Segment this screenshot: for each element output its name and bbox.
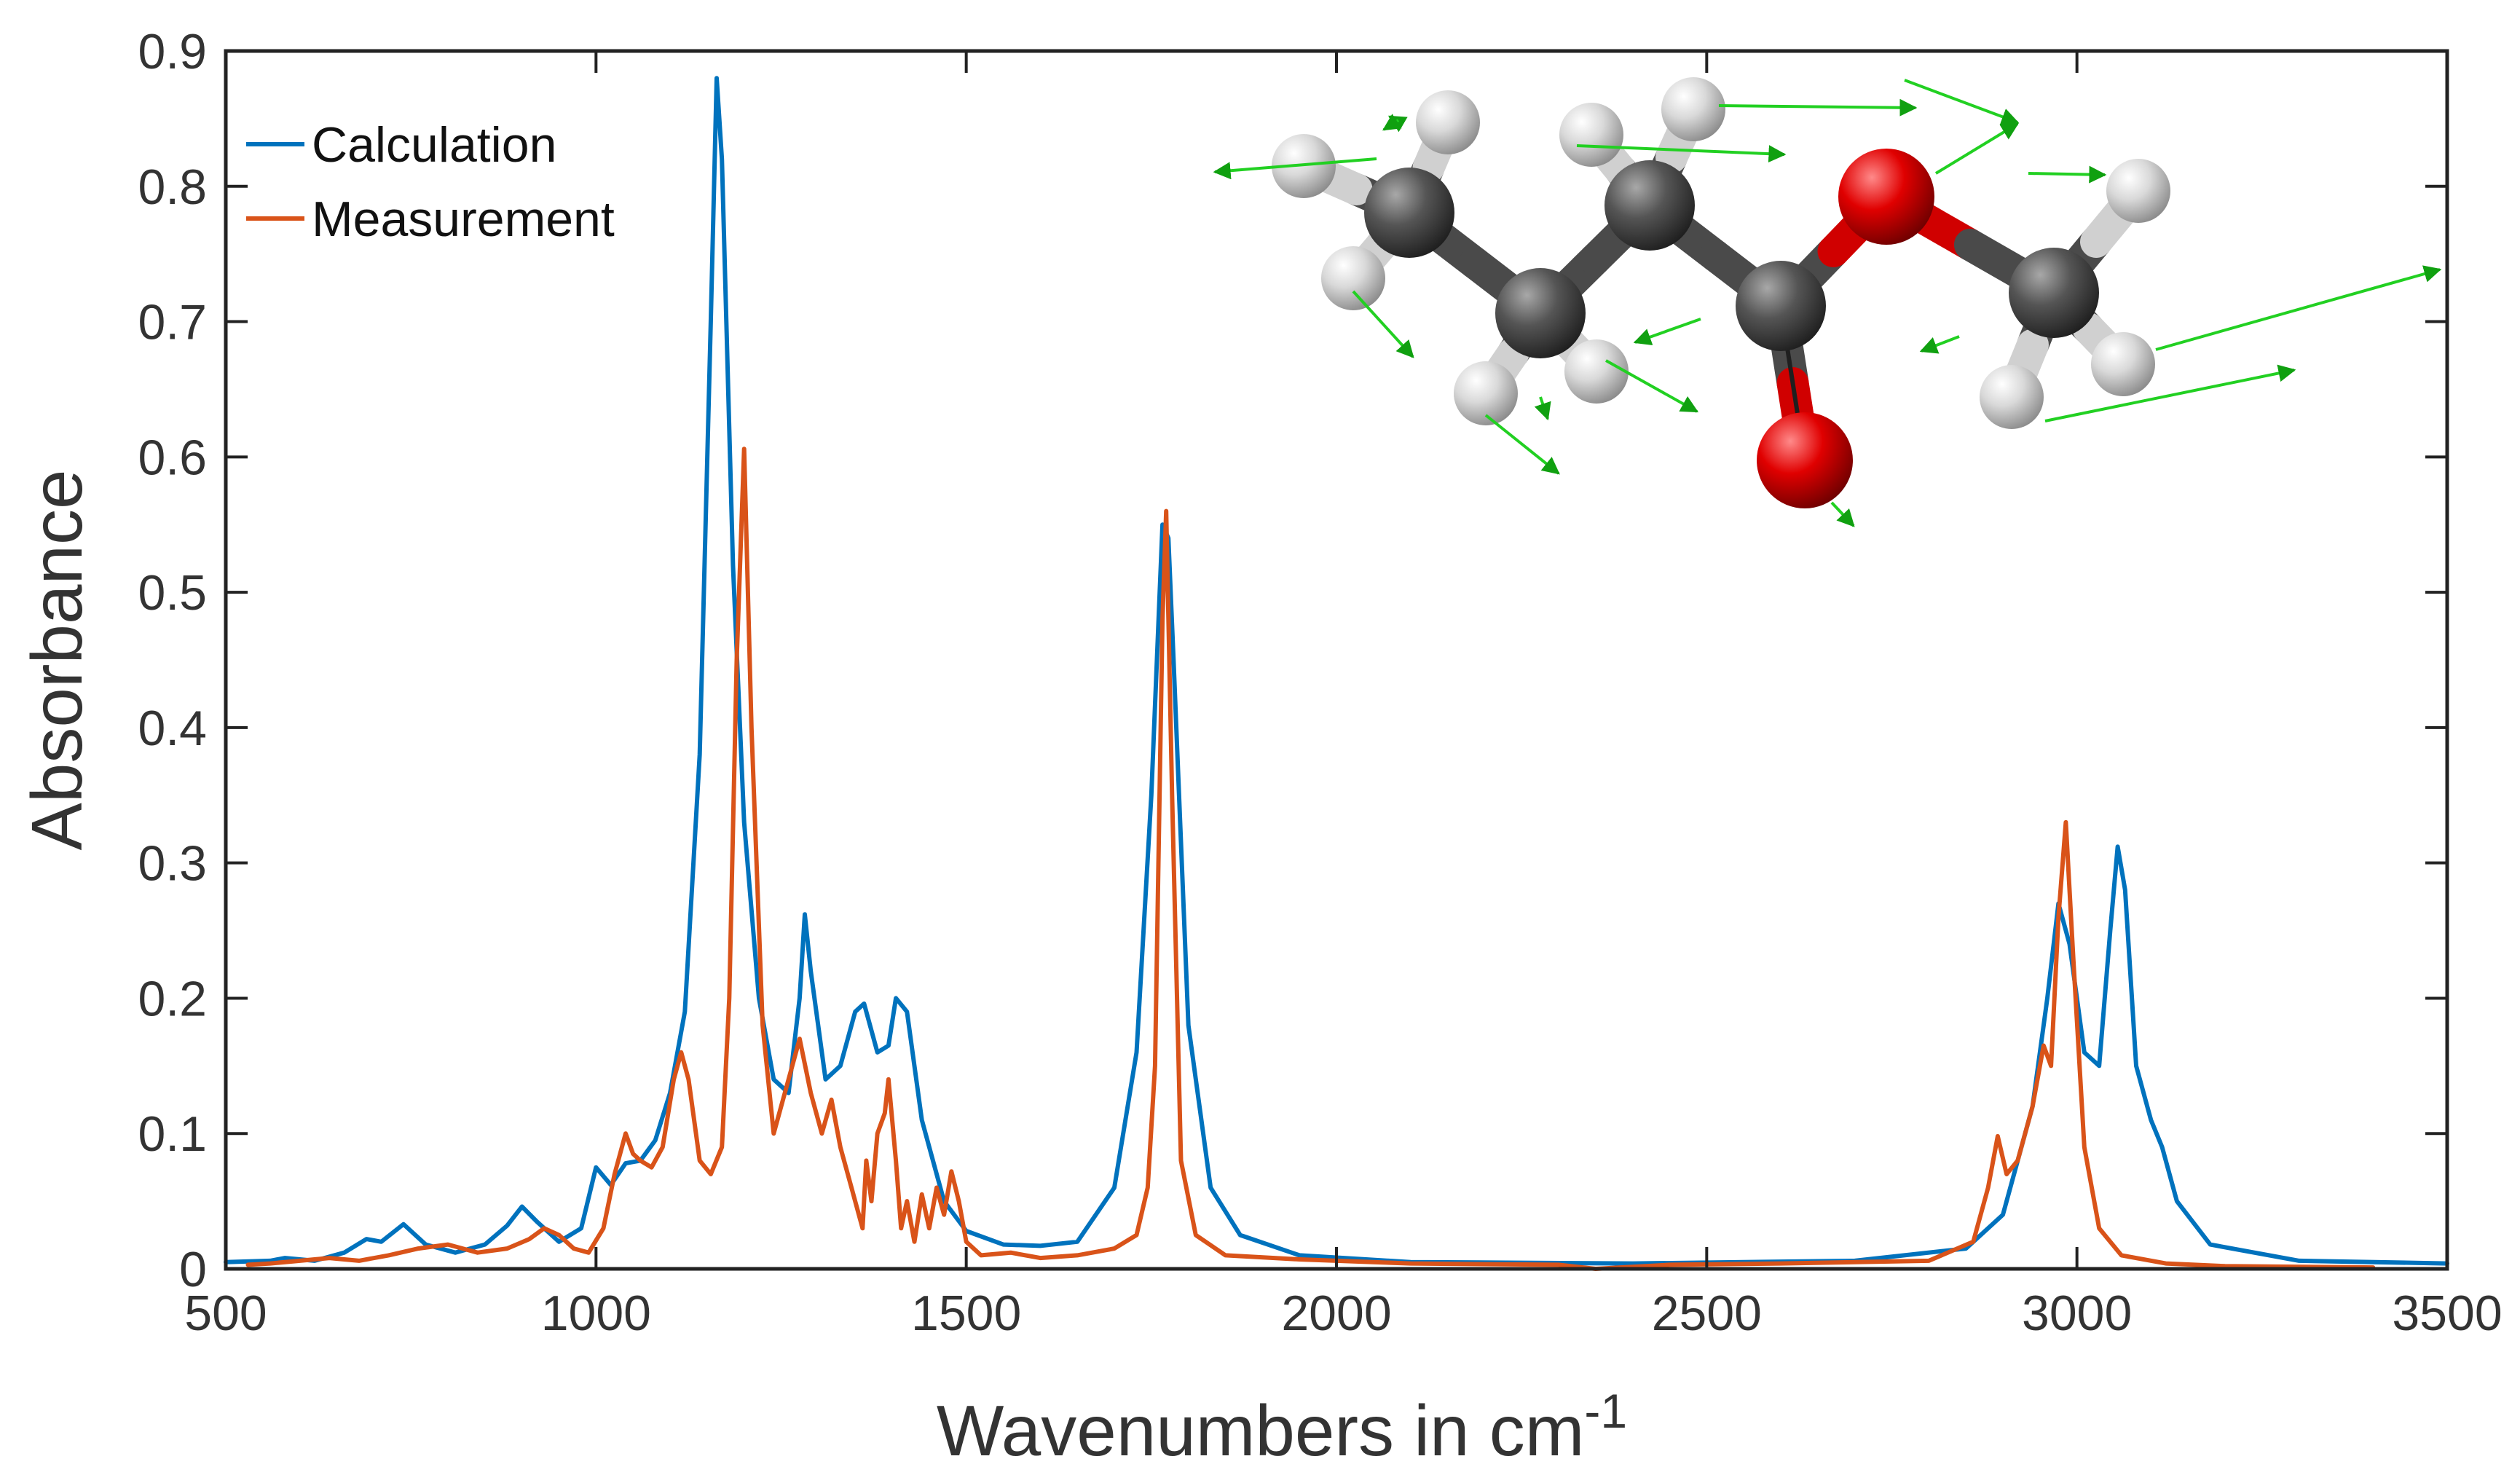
x-axis-label: Wavenumbers in cm-1 xyxy=(937,1384,1627,1471)
x-tick-label: 3000 xyxy=(2022,1286,2132,1341)
vibration-vector xyxy=(1484,414,1560,475)
y-axis-label: Absorbance xyxy=(17,469,97,850)
vibration-vector xyxy=(2028,165,2107,184)
vibration-vector xyxy=(1382,114,1402,131)
vibration-vector xyxy=(1352,290,1414,358)
y-tick-label: 0.1 xyxy=(138,1106,207,1162)
molecule-atom xyxy=(1661,77,1725,141)
molecule-atom xyxy=(1559,103,1623,167)
molecule-atom xyxy=(1838,149,1934,245)
molecule-atom xyxy=(1416,90,1480,154)
vibration-vector xyxy=(1633,318,1701,346)
vibration-vector xyxy=(1830,501,1855,527)
y-tick-label: 0 xyxy=(179,1242,207,1297)
y-tick-label: 0.9 xyxy=(138,24,207,79)
molecule-atom xyxy=(1736,261,1826,351)
legend-label: Measurement xyxy=(312,192,615,247)
molecule-atom xyxy=(1364,168,1454,258)
vibration-vector xyxy=(2155,265,2442,351)
x-tick-label: 1500 xyxy=(911,1286,1021,1341)
molecule-atom xyxy=(2009,248,2099,338)
y-tick-label: 0.3 xyxy=(138,836,207,892)
x-axis-label-superscript: -1 xyxy=(1584,1384,1627,1438)
y-tick-label: 0.4 xyxy=(138,701,207,756)
y-tick-label: 0.2 xyxy=(138,971,207,1026)
molecule-atom xyxy=(2106,159,2170,223)
x-tick-label: 500 xyxy=(184,1286,267,1341)
legend: Calculation Measurement xyxy=(246,117,615,247)
vibration-vector xyxy=(1934,122,2020,175)
x-tick-label: 3500 xyxy=(2392,1286,2502,1341)
y-tick-label: 0.5 xyxy=(138,565,207,621)
molecule-atom xyxy=(1604,160,1695,251)
vibration-vector xyxy=(1576,144,1787,163)
molecule-atom xyxy=(1757,412,1853,508)
molecule-atom xyxy=(1321,246,1385,310)
x-tick-label: 1000 xyxy=(541,1286,651,1341)
molecule-atom xyxy=(1980,365,2044,429)
vibration-vector xyxy=(1919,335,1960,354)
x-tick-label: 2500 xyxy=(1652,1286,1762,1341)
molecule-atom xyxy=(1564,339,1629,404)
y-tick-label: 0.7 xyxy=(138,295,207,350)
y-tick-label: 0.8 xyxy=(138,160,207,215)
molecule-atom xyxy=(2091,332,2155,396)
legend-label: Calculation xyxy=(312,117,556,173)
vibration-vector xyxy=(1213,157,1377,180)
vibration-vector xyxy=(1718,98,1918,117)
molecule-inset xyxy=(1213,77,2442,527)
molecule-atom xyxy=(1495,268,1586,358)
x-tick-label: 2000 xyxy=(1281,1286,1391,1341)
series-line-measurement xyxy=(245,447,2376,1271)
vibration-vector xyxy=(2044,364,2296,422)
vibration-vector xyxy=(1534,396,1551,421)
molecule-atoms xyxy=(1272,77,2170,508)
x-axis-label-main: Wavenumbers in cm xyxy=(937,1390,1585,1471)
vibration-vector xyxy=(1605,359,1699,413)
ticks-layer: 500 1000 1500 2000 2500 3000 3500 0 0.1 0.2 0.3 0.4… xyxy=(138,24,2502,1341)
y-tick-label: 0.6 xyxy=(138,430,207,485)
series-layer xyxy=(224,76,2449,1271)
molecule-atom xyxy=(1454,361,1518,425)
vibration-vector xyxy=(1904,79,2020,125)
vibration-vectors xyxy=(1213,79,2442,527)
